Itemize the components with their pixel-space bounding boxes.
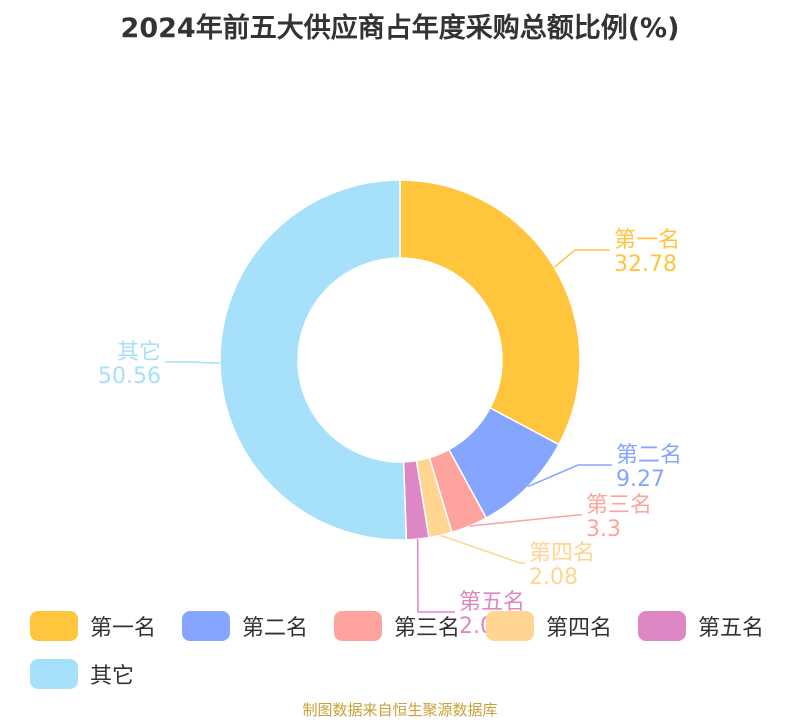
slice-label-1: 第一名 [614,228,680,253]
slice-value-2: 9.27 [616,467,665,492]
legend-label: 第四名 [546,616,613,641]
slice-label-2: 第二名 [616,443,682,468]
leader-line-1 [553,249,610,268]
slice-value-1: 32.78 [614,252,677,277]
legend-swatch [30,659,78,689]
source-note: 制图数据来自恒生聚源数据库 [302,701,498,719]
slice-value-6: 50.56 [98,364,161,389]
legend-swatch [182,611,230,641]
legend-swatch [486,611,534,641]
leader-line-5 [416,539,455,613]
legend-label: 第五名 [698,616,765,641]
slice-value-4: 2.08 [529,565,578,590]
slice-label-6: 其它 [117,340,161,365]
leader-line-3 [469,514,582,527]
slice-1[interactable] [399,179,581,446]
legend-label: 其它 [90,664,135,689]
legend-swatch [638,611,686,641]
legend-item-4[interactable]: 第四名 [486,608,612,644]
slice-label-3: 第三名 [586,493,652,518]
slice-label-5: 第五名 [459,590,525,615]
chart-title: 2024年前五大供应商占年度采购总额比例(%) [120,13,680,44]
leader-line-4 [440,534,525,564]
slice-6[interactable] [219,179,408,541]
slice-label-4: 第四名 [529,541,595,566]
legend-swatch [334,611,382,641]
leader-line-2 [527,464,612,488]
legend-item-1[interactable]: 第一名 [30,608,156,644]
legend-label: 第三名 [394,616,461,641]
legend-item-6[interactable]: 其它 [30,656,134,692]
leader-line-6 [165,361,221,364]
legend-label: 第一名 [90,616,157,641]
legend-item-3[interactable]: 第三名 [334,608,460,644]
legend-swatch [30,611,78,641]
legend-item-5[interactable]: 第五名 [638,608,764,644]
slice-value-3: 3.3 [586,517,621,542]
legend-item-2[interactable]: 第二名 [182,608,308,644]
legend-label: 第二名 [242,616,309,641]
